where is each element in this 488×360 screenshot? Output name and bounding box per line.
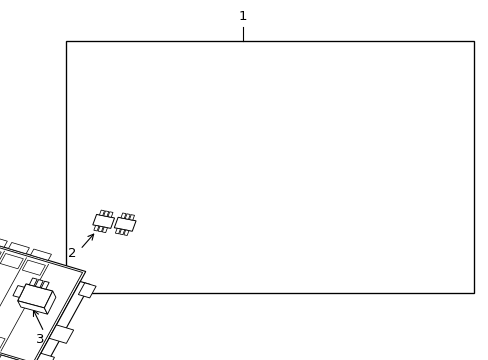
Polygon shape	[120, 229, 124, 235]
Polygon shape	[0, 236, 7, 247]
Polygon shape	[125, 214, 130, 219]
Polygon shape	[0, 186, 85, 360]
Polygon shape	[0, 355, 19, 360]
Polygon shape	[41, 281, 49, 289]
Polygon shape	[114, 217, 136, 231]
Polygon shape	[18, 301, 47, 314]
Polygon shape	[30, 249, 51, 260]
Polygon shape	[22, 260, 45, 275]
Polygon shape	[93, 215, 114, 228]
Polygon shape	[102, 227, 107, 233]
Text: 2: 2	[68, 247, 77, 260]
Polygon shape	[0, 253, 23, 269]
Polygon shape	[13, 285, 24, 297]
Polygon shape	[78, 283, 96, 298]
Polygon shape	[98, 226, 103, 232]
Polygon shape	[99, 210, 104, 216]
Polygon shape	[115, 228, 120, 234]
Polygon shape	[49, 325, 74, 343]
Polygon shape	[8, 243, 29, 254]
Polygon shape	[0, 247, 1, 262]
Polygon shape	[0, 223, 82, 360]
Polygon shape	[40, 282, 90, 358]
Polygon shape	[129, 215, 134, 220]
Polygon shape	[94, 225, 99, 231]
Polygon shape	[29, 278, 37, 286]
Polygon shape	[44, 291, 56, 314]
Polygon shape	[34, 353, 54, 360]
Polygon shape	[103, 211, 108, 216]
Polygon shape	[108, 212, 113, 217]
Polygon shape	[121, 213, 126, 219]
Polygon shape	[35, 280, 43, 288]
Polygon shape	[0, 333, 5, 349]
Text: 3: 3	[36, 333, 44, 346]
Text: 1: 1	[238, 10, 247, 23]
Bar	[66, 41, 473, 293]
Polygon shape	[18, 284, 53, 308]
Polygon shape	[123, 230, 129, 235]
